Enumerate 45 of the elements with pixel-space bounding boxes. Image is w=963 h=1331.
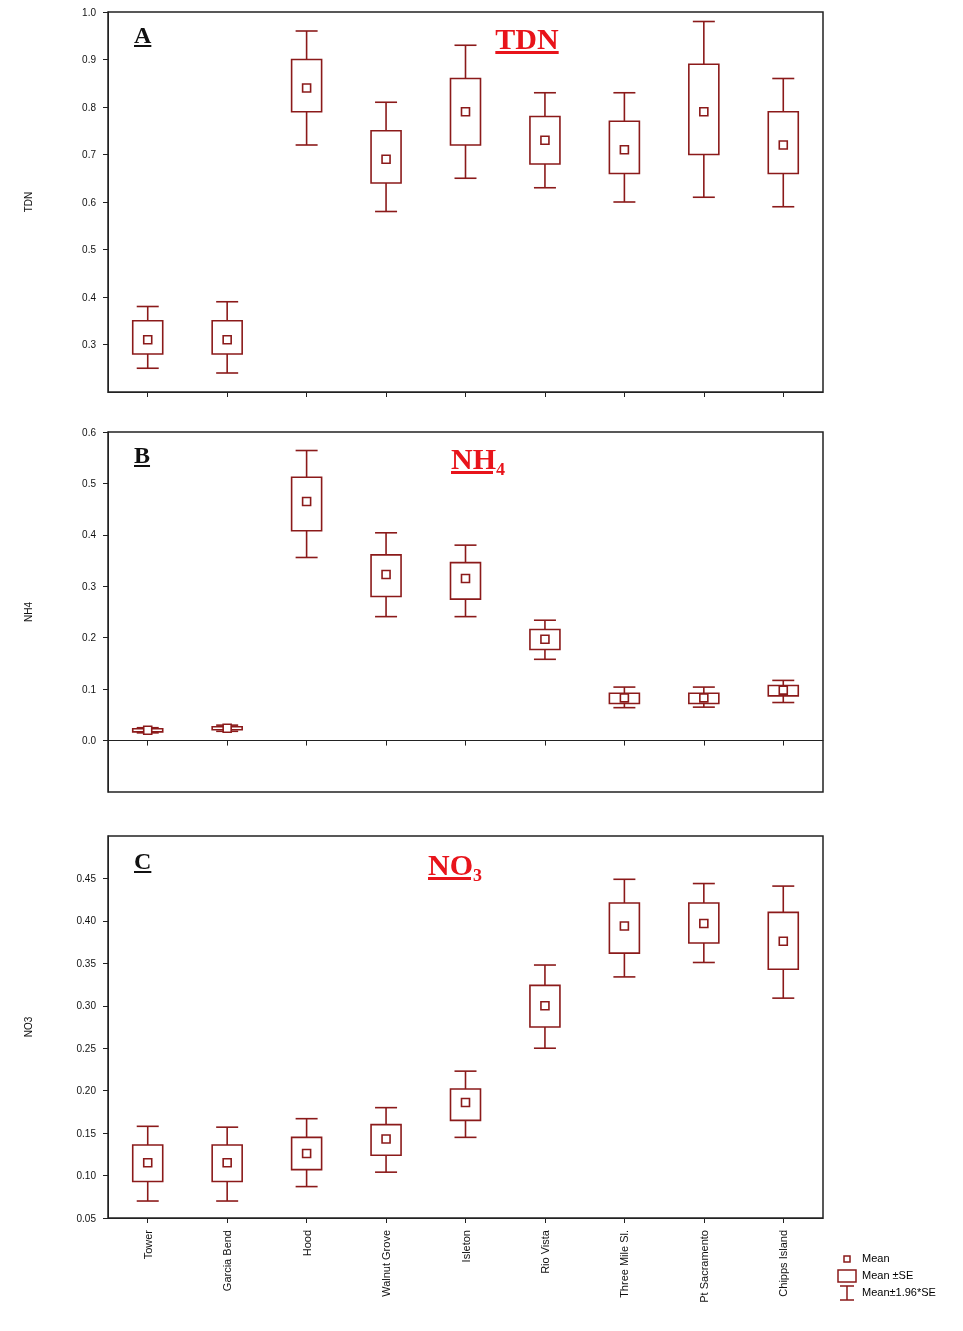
y-tick-label: 0.10 <box>76 1170 97 1182</box>
y-tick-label: 0.0 <box>82 735 97 747</box>
x-tick-label: Three Mile Sl. <box>618 1230 631 1298</box>
y-tick-label: 0.15 <box>76 1127 97 1139</box>
y-tick-label: 0.8 <box>82 101 97 113</box>
y-tick-label: 0.2 <box>82 632 97 644</box>
chart-title: NH₄ <box>451 442 505 476</box>
y-tick-label: 0.6 <box>82 426 97 438</box>
text: Mean <box>862 1251 890 1266</box>
y-axis-title: TDN <box>22 191 34 213</box>
y-axis-title: NO3 <box>22 1016 34 1038</box>
chart-title: TDN <box>495 22 559 56</box>
x-tick-label: Walnut Grove <box>380 1230 393 1297</box>
y-tick-label: 0.20 <box>76 1085 97 1097</box>
y-tick-label: 0.3 <box>82 580 97 592</box>
y-tick-label: 0.4 <box>82 529 97 541</box>
y-tick-label: 0.4 <box>82 291 97 303</box>
y-tick-label: 0.25 <box>76 1042 97 1054</box>
y-tick-label: 0.9 <box>82 54 97 65</box>
text: Mean ±SE <box>862 1268 914 1283</box>
x-tick-label: Chipps Island <box>777 1230 790 1297</box>
y-tick-label: 0.45 <box>76 872 97 884</box>
x-tick-label: Tower <box>141 1229 154 1260</box>
y-tick-label: 0.35 <box>76 957 97 969</box>
x-tick-label: Hood <box>300 1230 313 1257</box>
y-tick-label: 0.40 <box>76 915 97 927</box>
y-tick-label: 0.5 <box>82 244 97 255</box>
annotation: C <box>134 848 152 875</box>
y-tick-label: 0.1 <box>82 683 97 695</box>
x-tick-label: Rio Vista <box>538 1229 551 1274</box>
annotation: A <box>134 22 152 49</box>
y-tick-label: 0.05 <box>76 1212 97 1224</box>
y-tick-label: 0.7 <box>82 149 97 160</box>
y-tick-label: 0.6 <box>82 196 97 208</box>
y-tick-label: 0.30 <box>76 1000 97 1012</box>
y-tick-label: 0.5 <box>82 477 97 489</box>
x-tick-label: Pt Sacramento <box>697 1230 710 1303</box>
annotation: B <box>134 442 151 469</box>
x-tick-label: Isleton <box>459 1230 472 1263</box>
y-axis-title: NH4 <box>22 601 34 623</box>
text: Mean±1.96*SE <box>862 1285 936 1300</box>
y-tick-label: 0.3 <box>82 339 97 350</box>
y-tick-label: 1.0 <box>82 6 97 18</box>
x-tick-label: Garcia Bend <box>221 1230 234 1292</box>
chart-title: NO₃ <box>428 848 482 882</box>
